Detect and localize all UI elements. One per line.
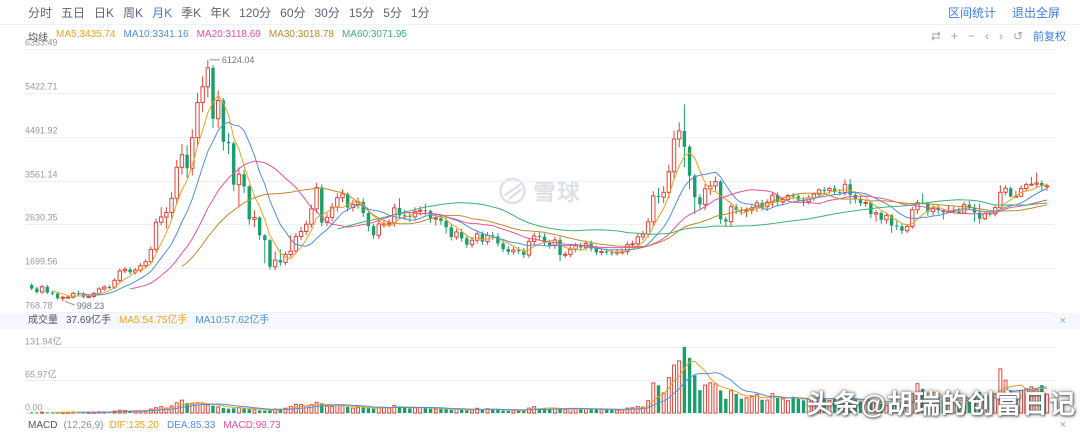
macd-legend-item: DEA:85.33 xyxy=(166,420,216,431)
period-tab-60分[interactable]: 60分 xyxy=(280,5,306,20)
main-chart-pane: 雪球 均线 MA5:3435.74MA10:3341.16MA20:3118.6… xyxy=(0,25,1080,313)
macd-legend: MACD (12,26,9) DIF:135.20 DEA:85.33 MACD:9… xyxy=(0,418,1080,433)
bottom-watermark: 头条@胡瑞的创富日记 xyxy=(806,389,1076,419)
period-tab-分时[interactable]: 分时 xyxy=(28,5,53,20)
pan-right-icon[interactable]: › xyxy=(998,29,1003,43)
ma-legend-item: MA20:3118.69 xyxy=(196,29,261,40)
period-tab-周K[interactable]: 周K xyxy=(123,5,144,20)
zoom-in-icon[interactable]: + xyxy=(950,29,958,43)
ma-legend-title: 均线 xyxy=(28,33,48,44)
volume-pane: 成交量 37.69亿手 MA5:54.75亿手 MA10:57.62亿手 × xyxy=(0,313,1080,418)
period-tabs: 分时 五日 日K 周K 月K 季K 年K 120分 60分 30分 15分 5分 1分 xyxy=(28,4,430,21)
period-tab-30分[interactable]: 30分 xyxy=(314,5,340,20)
ma-legend-item: MA5:3435.74 xyxy=(56,29,116,40)
toolbar-links: 区间统计 退出全屏 xyxy=(948,4,1060,21)
chart-controls: ⇄ + − ‹ › ↺ 前复权 xyxy=(931,28,1066,44)
ma-legend: 均线 MA5:3435.74 MA10:3341.16 MA20:3118.69 MA… xyxy=(28,29,407,44)
range-stats-link[interactable]: 区间统计 xyxy=(947,5,996,20)
volume-current-value: 37.69亿手 xyxy=(66,315,112,326)
volume-ma-legend-item: MA5:54.75亿手 xyxy=(119,315,188,326)
macd-legend-items: DIF:135.20 DEA:85.33 MACD:99.73 xyxy=(109,418,280,433)
ma-legend-item: MA10:3341.16 xyxy=(123,29,189,40)
ma-legend-items: MA5:3435.74 MA10:3341.16 MA20:3118.69 MA30:… xyxy=(56,29,407,44)
period-tab-120分[interactable]: 120分 xyxy=(239,5,272,20)
volume-ma-legend-items: MA5:54.75亿手 MA10:57.62亿手 xyxy=(119,313,269,329)
chart-control-icons: ⇄ + − ‹ › ↺ xyxy=(931,29,1023,43)
ma-legend-item: MA30:3018.78 xyxy=(268,29,334,40)
macd-params: (12,26,9) xyxy=(63,420,104,431)
ma-legend-item: MA60:3071.95 xyxy=(341,29,407,40)
macd-title: MACD xyxy=(28,420,58,431)
period-tab-月K[interactable]: 月K xyxy=(152,5,173,20)
candlestick-chart-canvas[interactable] xyxy=(0,25,1080,313)
period-tab-季K[interactable]: 季K xyxy=(181,5,202,20)
period-tab-15分[interactable]: 15分 xyxy=(348,5,375,20)
period-tab-日K[interactable]: 日K xyxy=(94,5,115,20)
volume-close-icon[interactable]: × xyxy=(1059,315,1066,327)
macd-legend-item: MACD:99.73 xyxy=(223,420,281,431)
pan-left-icon[interactable]: ‹ xyxy=(984,29,989,43)
volume-legend-title: 成交量 xyxy=(28,315,58,326)
period-tab-五日[interactable]: 五日 xyxy=(61,5,86,20)
adjust-mode-button[interactable]: 前复权 xyxy=(1033,31,1066,43)
period-tab-1分[interactable]: 1分 xyxy=(410,5,430,20)
pan-icon[interactable]: ⇄ xyxy=(930,29,941,43)
period-toolbar: 分时 五日 日K 周K 月K 季K 年K 120分 60分 30分 15分 5分 1分 区间统计 退出全屏 xyxy=(0,0,1080,25)
macd-legend-item: DIF:135.20 xyxy=(109,420,159,431)
exit-fullscreen-link[interactable]: 退出全屏 xyxy=(1011,5,1060,20)
volume-ma-legend-item: MA10:57.62亿手 xyxy=(195,315,270,326)
macd-close-icon[interactable]: × xyxy=(1059,419,1066,431)
volume-chart-canvas[interactable] xyxy=(0,329,1080,418)
zoom-out-icon[interactable]: − xyxy=(967,29,975,43)
period-tab-5分[interactable]: 5分 xyxy=(383,5,402,20)
period-tab-年K[interactable]: 年K xyxy=(210,5,231,20)
reset-view-icon[interactable]: ↺ xyxy=(1012,29,1023,43)
volume-legend: 成交量 37.69亿手 MA5:54.75亿手 MA10:57.62亿手 × xyxy=(0,313,1080,329)
